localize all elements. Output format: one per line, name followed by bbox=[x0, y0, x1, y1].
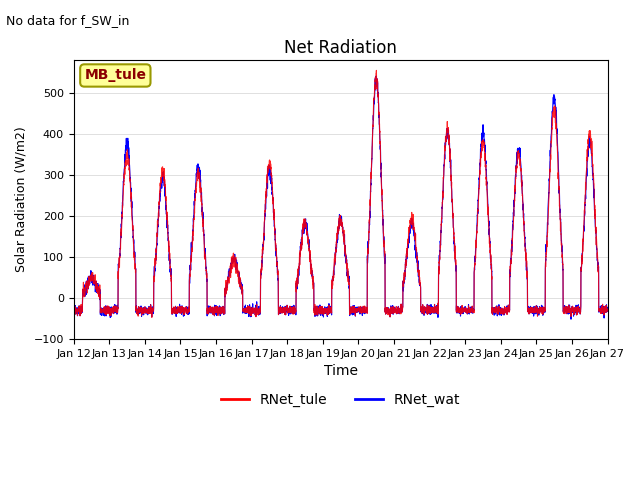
RNet_tule bbox=[184, 307, 192, 312]
RNet_tule bbox=[219, 307, 227, 312]
RNet_wat bbox=[553, 126, 561, 132]
Text: MB_tule: MB_tule bbox=[84, 69, 147, 83]
RNet_wat bbox=[604, 309, 611, 314]
RNet_wat bbox=[372, 73, 380, 79]
RNet_wat bbox=[567, 316, 575, 322]
RNet_wat bbox=[70, 308, 77, 314]
RNet_tule bbox=[393, 309, 401, 315]
X-axis label: Time: Time bbox=[324, 364, 358, 378]
RNet_wat bbox=[604, 305, 611, 311]
RNet_wat bbox=[402, 262, 410, 268]
Text: No data for f_SW_in: No data for f_SW_in bbox=[6, 14, 130, 27]
Line: RNet_tule: RNet_tule bbox=[74, 71, 607, 317]
RNet_wat bbox=[184, 310, 192, 315]
Y-axis label: Solar Radiation (W/m2): Solar Radiation (W/m2) bbox=[15, 127, 28, 272]
RNet_tule bbox=[402, 263, 410, 268]
RNet_tule bbox=[70, 307, 77, 312]
RNet_wat bbox=[219, 307, 227, 313]
Legend: RNet_tule, RNet_wat: RNet_tule, RNet_wat bbox=[215, 388, 466, 413]
Title: Net Radiation: Net Radiation bbox=[284, 39, 397, 57]
Line: RNet_wat: RNet_wat bbox=[74, 76, 607, 319]
RNet_tule bbox=[604, 308, 611, 314]
RNet_wat bbox=[393, 308, 401, 313]
RNet_tule bbox=[148, 314, 156, 320]
RNet_tule bbox=[604, 307, 611, 313]
RNet_tule bbox=[372, 68, 380, 73]
RNet_tule bbox=[553, 142, 561, 148]
